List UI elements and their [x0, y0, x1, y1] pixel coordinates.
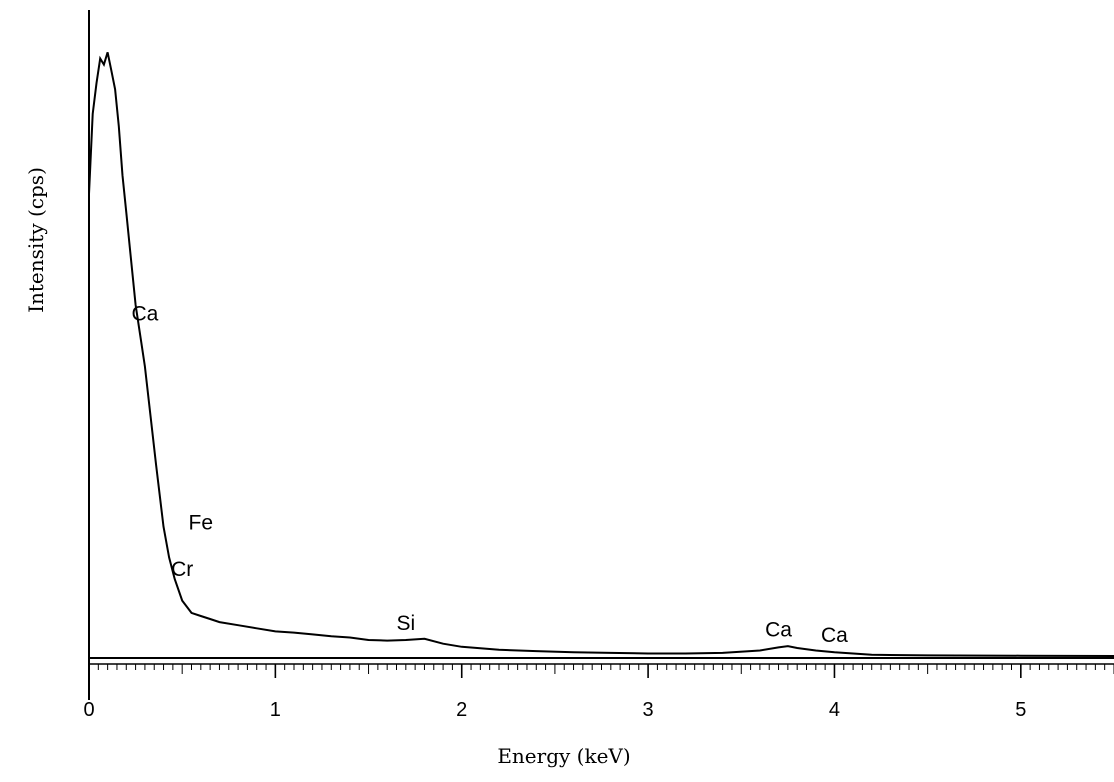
- peak-label: Fe: [189, 512, 214, 535]
- x-tick-label: 2: [456, 699, 467, 721]
- x-tick-label: 4: [829, 699, 840, 721]
- peak-label: Cr: [171, 558, 193, 581]
- peak-annotations: Ca Fe Cr Si Ca Ca: [131, 302, 848, 647]
- x-tick-label: 5: [1015, 699, 1026, 721]
- x-ticks: [88, 664, 1114, 678]
- peak-label: Si: [396, 612, 415, 635]
- y-axis-label: Intensity (cps): [24, 167, 48, 313]
- x-tick-label: 1: [270, 699, 281, 721]
- peak-label: Ca: [765, 618, 792, 641]
- peak-label: Ca: [131, 302, 158, 325]
- x-tick-label: 0: [83, 699, 94, 721]
- spectrum-line: [88, 52, 1114, 657]
- x-tick-label: 3: [643, 699, 654, 721]
- peak-label: Ca: [821, 624, 848, 647]
- x-tick-labels: 0 1 2 3 4 5: [83, 699, 1026, 721]
- axes: [88, 10, 1114, 700]
- x-axis-label: Energy (keV): [497, 744, 631, 768]
